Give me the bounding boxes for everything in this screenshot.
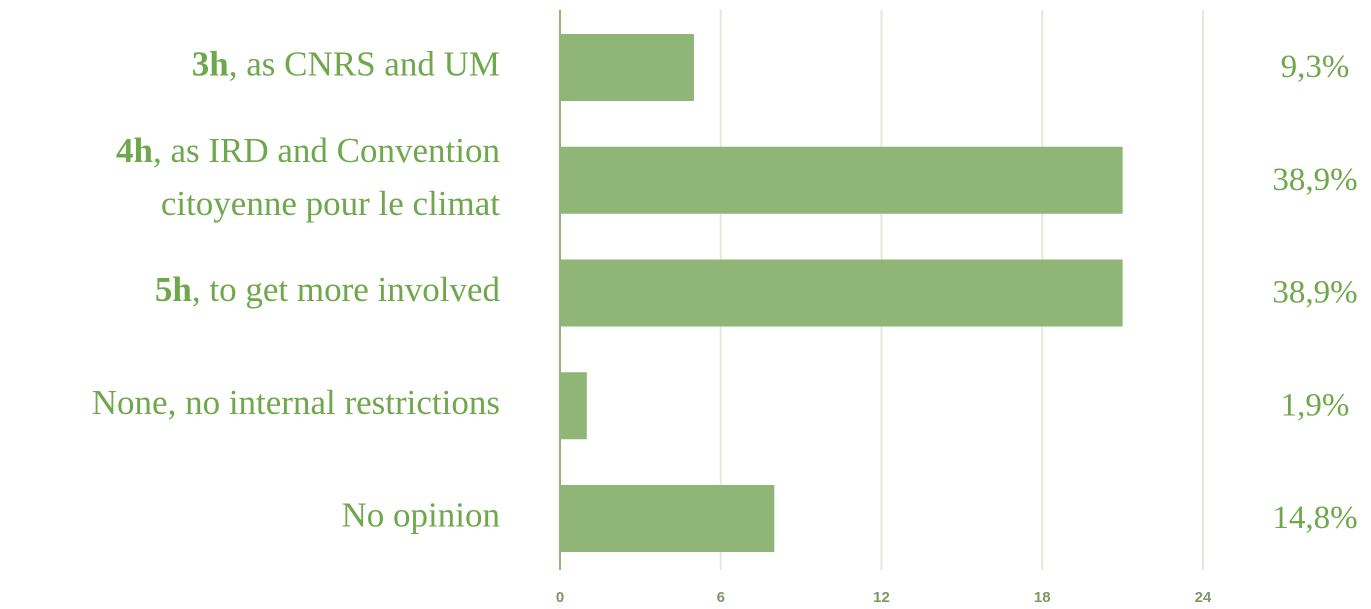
- category-label: None, no internal restrictions: [92, 383, 500, 422]
- percent-label: 9,3%: [1281, 49, 1350, 85]
- bar: [560, 259, 1123, 327]
- percent-label: 38,9%: [1272, 275, 1357, 311]
- category-label-text: , as CNRS and UM: [229, 45, 500, 84]
- category-label-text: No opinion: [342, 496, 500, 535]
- category-label-text: , as IRD and Convention: [153, 131, 500, 170]
- bar: [560, 34, 694, 101]
- bar: [560, 146, 1123, 214]
- category-label: 5h, to get more involved: [155, 270, 501, 309]
- category-label-text: None, no internal restrictions: [92, 383, 500, 422]
- x-tick-label: 12: [873, 589, 890, 606]
- category-label: No opinion: [342, 496, 500, 535]
- x-tick-label: 24: [1195, 589, 1212, 606]
- category-label-text: citoyenne pour le climat: [161, 184, 500, 223]
- category-label-text: , to get more involved: [192, 270, 501, 309]
- category-label-bold: 4h: [116, 131, 153, 170]
- category-label-bold: 5h: [155, 270, 192, 309]
- x-tick-label: 0: [556, 589, 564, 606]
- percent-label: 14,8%: [1272, 500, 1357, 536]
- percent-label: 1,9%: [1281, 387, 1350, 423]
- x-tick-label: 6: [717, 589, 725, 606]
- bar: [560, 372, 587, 440]
- bar: [560, 485, 775, 552]
- category-label: 3h, as CNRS and UM: [192, 45, 500, 84]
- x-tick-label: 18: [1034, 589, 1051, 606]
- category-label: 4h, as IRD and Convention: [116, 131, 500, 170]
- category-label-bold: 3h: [192, 45, 229, 84]
- percent-label: 38,9%: [1272, 162, 1357, 198]
- category-label: citoyenne pour le climat: [161, 184, 500, 223]
